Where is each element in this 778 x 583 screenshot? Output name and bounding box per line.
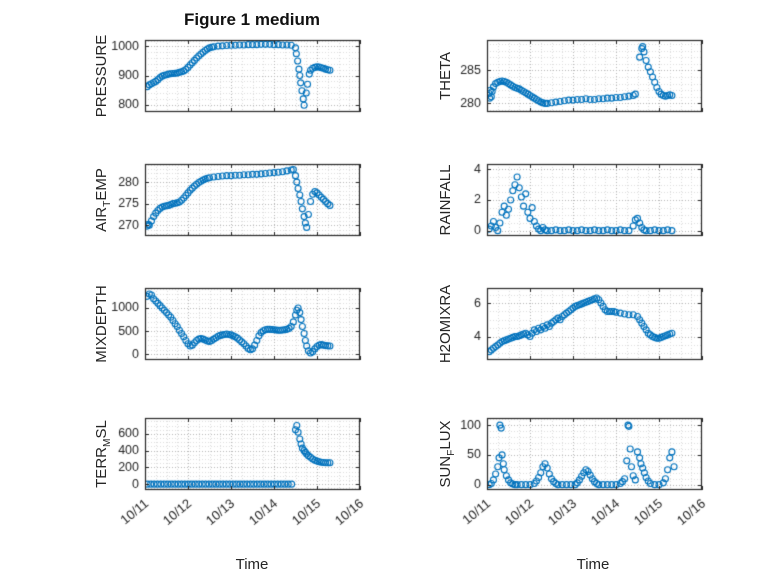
subplot-theta <box>429 36 709 116</box>
subplot-h2omixra <box>429 284 709 364</box>
subplot-pressure <box>87 36 367 116</box>
xlabel-time-right: Time <box>576 556 610 573</box>
subplot-sun-flux <box>429 414 709 554</box>
figure-title: Figure 1 medium <box>183 10 321 29</box>
subplot-rainfall <box>429 160 709 240</box>
subplot-air-temp <box>87 160 367 240</box>
subplot-terr-msl <box>87 414 367 554</box>
subplot-mixdepth <box>87 284 367 364</box>
xlabel-time-left: Time <box>235 556 269 573</box>
